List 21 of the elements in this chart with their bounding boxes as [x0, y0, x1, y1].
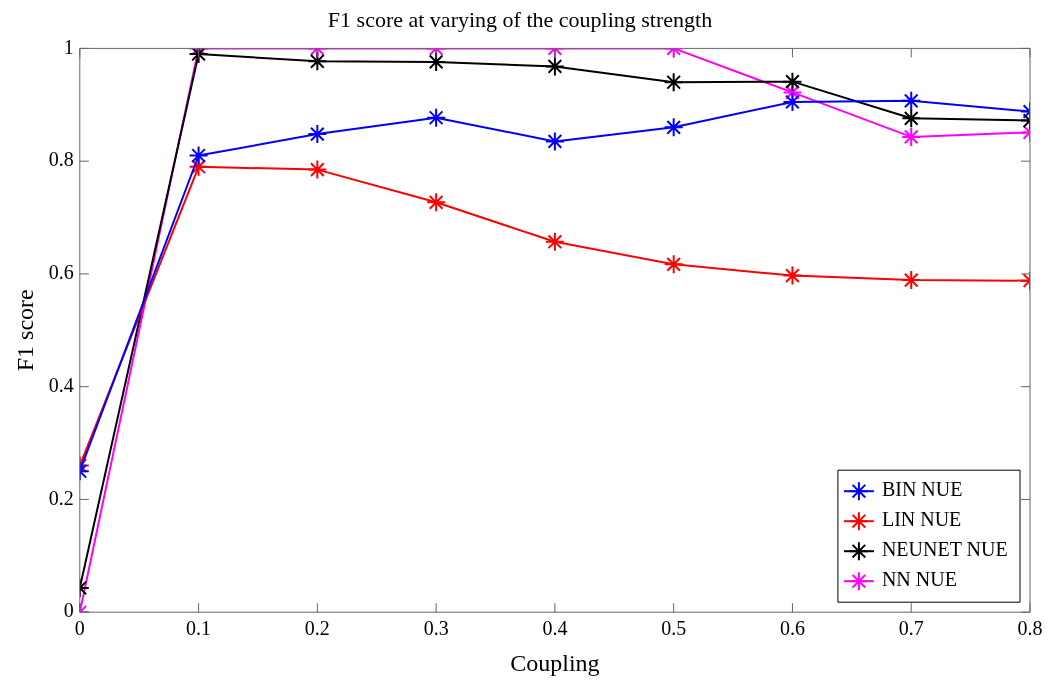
y-tick-label: 0: [63, 599, 74, 622]
x-tick-label: 0.3: [423, 617, 449, 640]
y-tick-label: 0.6: [48, 261, 74, 284]
y-axis-title: F1 score: [11, 289, 38, 372]
x-tick-label: 0.6: [779, 617, 805, 640]
y-tick-label: 0.8: [48, 148, 74, 171]
x-tick-label: 0.1: [186, 617, 212, 640]
x-tick-label: 0.2: [304, 617, 330, 640]
legend-label: NN NUE: [881, 568, 957, 591]
legend-label: LIN NUE: [881, 508, 962, 531]
legend-label: BIN NUE: [881, 478, 963, 501]
x-tick-label: 0.5: [661, 617, 687, 640]
x-axis-title: Coupling: [510, 649, 600, 676]
x-tick-label: 0.8: [1017, 617, 1043, 640]
legend-label: NEUNET NUE: [881, 538, 1008, 561]
y-tick-label: 1: [63, 35, 74, 58]
x-tick-label: 0.4: [542, 617, 568, 640]
chart-title: F1 score at varying of the coupling strength: [327, 6, 713, 32]
x-tick-label: 0.7: [898, 617, 924, 640]
y-tick-label: 0.4: [48, 373, 74, 396]
y-tick-label: 0.2: [48, 486, 74, 509]
